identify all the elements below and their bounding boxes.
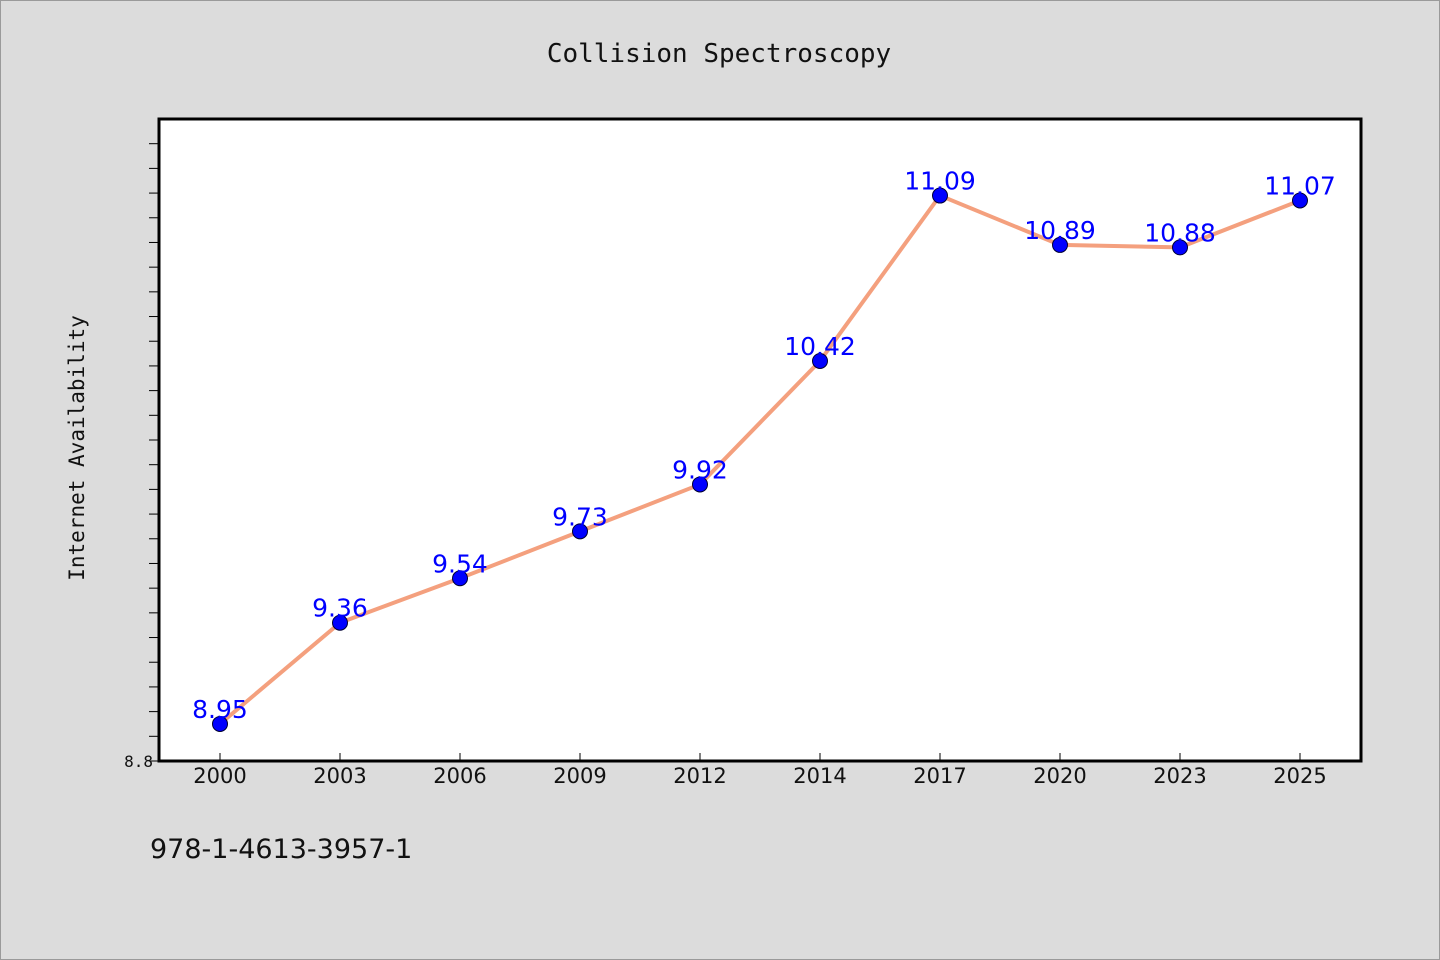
data-point — [1052, 236, 1068, 253]
plot-area — [157, 117, 1363, 763]
data-label: 11.07 — [1264, 171, 1336, 200]
data-label: 9.36 — [312, 594, 368, 623]
data-label: 9.92 — [672, 455, 728, 484]
x-tick-label: 2012 — [673, 764, 726, 788]
x-axis-ticks: 2000 2003 2006 2009 2012 2014 2017 2020 2023 2025 — [193, 753, 1327, 788]
x-tick-label: 2020 — [1033, 764, 1086, 788]
data-point — [1172, 239, 1188, 256]
x-tick-label: 2014 — [793, 764, 846, 788]
data-point — [1292, 192, 1308, 209]
data-labels: 8.95 9.36 9.54 9.73 9.92 10.42 11.09 10.89 10.88… — [192, 167, 1336, 724]
data-markers — [212, 187, 1308, 732]
y-axis-ticks: 8.8 — [124, 143, 159, 771]
x-tick-label: 2023 — [1153, 764, 1206, 788]
x-tick-label: 2025 — [1273, 764, 1326, 788]
x-tick-label: 2017 — [913, 764, 966, 788]
series-line — [218, 193, 1301, 726]
chart-title: Collision Spectroscopy — [547, 39, 891, 69]
data-point — [572, 523, 588, 540]
x-tick-label: 2006 — [433, 764, 486, 788]
data-point — [452, 570, 468, 587]
data-label: 11.09 — [904, 167, 976, 196]
data-label: 9.54 — [432, 549, 488, 578]
data-label: 8.95 — [192, 695, 248, 724]
isbn-text: 978-1-4613-3957-1 — [150, 834, 413, 865]
data-point — [692, 476, 708, 493]
x-tick-label: 2009 — [553, 764, 606, 788]
data-label: 10.88 — [1144, 218, 1216, 247]
data-point — [212, 715, 228, 732]
data-point — [812, 352, 828, 369]
data-point — [932, 187, 948, 204]
y-tick-label: 8.8 — [124, 752, 153, 771]
y-axis-label: Internet Availability — [65, 315, 89, 581]
data-point — [332, 614, 348, 631]
x-tick-label: 2003 — [313, 764, 366, 788]
data-label: 9.73 — [552, 502, 608, 531]
data-label: 10.89 — [1024, 216, 1096, 245]
data-label: 10.42 — [784, 332, 856, 361]
x-tick-label: 2000 — [193, 764, 246, 788]
